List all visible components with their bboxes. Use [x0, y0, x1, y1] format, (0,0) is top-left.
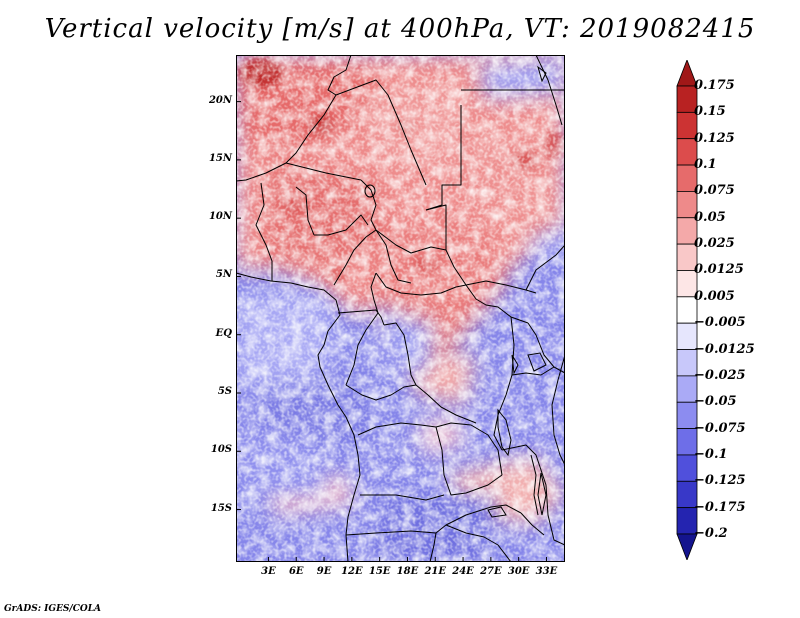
lon-label: 18E [396, 566, 419, 577]
vertical-velocity-map [236, 55, 565, 562]
colorbar-label: 0.175 [694, 78, 735, 93]
lon-label: 9E [316, 566, 332, 577]
lon-label: 12E [341, 566, 363, 577]
colorbar-label: −0.2 [694, 526, 728, 541]
lat-label: 10N [208, 211, 232, 223]
lon-label: 21E [424, 566, 447, 577]
colorbar-label: 0.005 [694, 288, 735, 304]
lakes [364, 65, 547, 518]
country-borders [236, 55, 565, 562]
colorbar-label: −0.025 [694, 367, 746, 383]
colorbar-label: 0.025 [694, 236, 735, 252]
map-frame [236, 55, 565, 562]
colorbar-label: 0.0125 [694, 262, 744, 278]
lon-label: 30E [507, 566, 530, 577]
colorbar-label: −0.075 [694, 420, 746, 436]
lon-label: 15E [368, 566, 391, 577]
lon-label: 33E [535, 566, 558, 577]
figure-title: Vertical velocity [m/s] at 400hPa, VT: 2… [44, 14, 756, 44]
colorbar [676, 60, 698, 560]
lat-label: EQ [215, 327, 232, 339]
colorbar-label: −0.0125 [694, 341, 755, 357]
lat-label: 5N [215, 269, 232, 281]
lat-label: 5S [217, 386, 232, 397]
lon-label: 27E [480, 566, 502, 577]
colorbar-label: 0.15 [694, 104, 726, 120]
colorbar-label: −0.05 [694, 394, 737, 410]
colorbar-label: −0.125 [694, 473, 746, 489]
lat-label: 20N [208, 94, 232, 106]
colorbar-label: 0.125 [694, 130, 735, 146]
lat-label: 15N [208, 152, 232, 164]
lon-label: 6E [288, 566, 304, 577]
colorbar-label: 0.05 [694, 209, 726, 225]
colorbar-label: −0.175 [694, 499, 746, 515]
colorbar-label: −0.005 [694, 315, 746, 331]
lon-label: 3E [261, 566, 276, 577]
lon-label: 24E [452, 566, 474, 577]
lat-label: 15S [210, 502, 232, 514]
colorbar-swatch [676, 533, 698, 560]
colorbar-label: −0.1 [694, 446, 728, 462]
lat-label: 10S [210, 444, 232, 456]
colorbar-label: 0.1 [694, 157, 717, 173]
credit-text: GrADS: IGES/COLA [4, 604, 102, 614]
axis-ticks [236, 101, 547, 562]
colorbar-label: 0.075 [694, 183, 735, 199]
